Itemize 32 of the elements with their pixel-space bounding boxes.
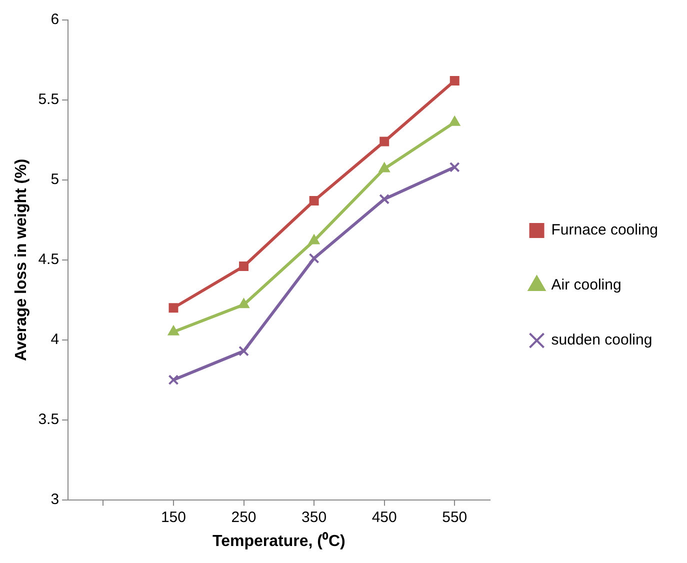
point bbox=[378, 162, 390, 172]
y-tick-label: 4.5 bbox=[38, 251, 60, 268]
point bbox=[168, 325, 180, 336]
x-tick-label: 350 bbox=[302, 508, 327, 526]
y-tick-label: 5.5 bbox=[38, 91, 60, 108]
point bbox=[448, 116, 460, 126]
x-tick-label: 150 bbox=[160, 508, 186, 526]
legend-label: Air cooling bbox=[551, 276, 622, 294]
legend-label: Furnace cooling bbox=[551, 222, 658, 239]
y-tick-label: 5 bbox=[50, 171, 60, 188]
y-tick-label: 6 bbox=[50, 11, 60, 28]
y-tick-label: 3 bbox=[50, 490, 60, 508]
point bbox=[449, 162, 460, 172]
y-tick-label: 3.5 bbox=[38, 410, 60, 428]
point bbox=[238, 346, 250, 356]
point bbox=[450, 76, 460, 86]
y-tick-label: 4 bbox=[50, 331, 60, 348]
point bbox=[308, 253, 320, 264]
point bbox=[168, 303, 178, 313]
point bbox=[239, 262, 249, 272]
legend-label: sudden cooling bbox=[551, 332, 652, 349]
point bbox=[309, 196, 319, 206]
point bbox=[380, 136, 390, 146]
point bbox=[379, 194, 390, 204]
point bbox=[308, 234, 320, 244]
point bbox=[238, 298, 250, 308]
point bbox=[168, 374, 179, 386]
x-axis-title: Temperature, (⁰C) bbox=[212, 532, 346, 550]
x-tick-label: 450 bbox=[372, 508, 397, 526]
x-tick-label: 550 bbox=[442, 508, 468, 526]
x-tick-label: 250 bbox=[231, 508, 256, 526]
y-axis-title: Average loss in weight (%) bbox=[13, 158, 30, 361]
